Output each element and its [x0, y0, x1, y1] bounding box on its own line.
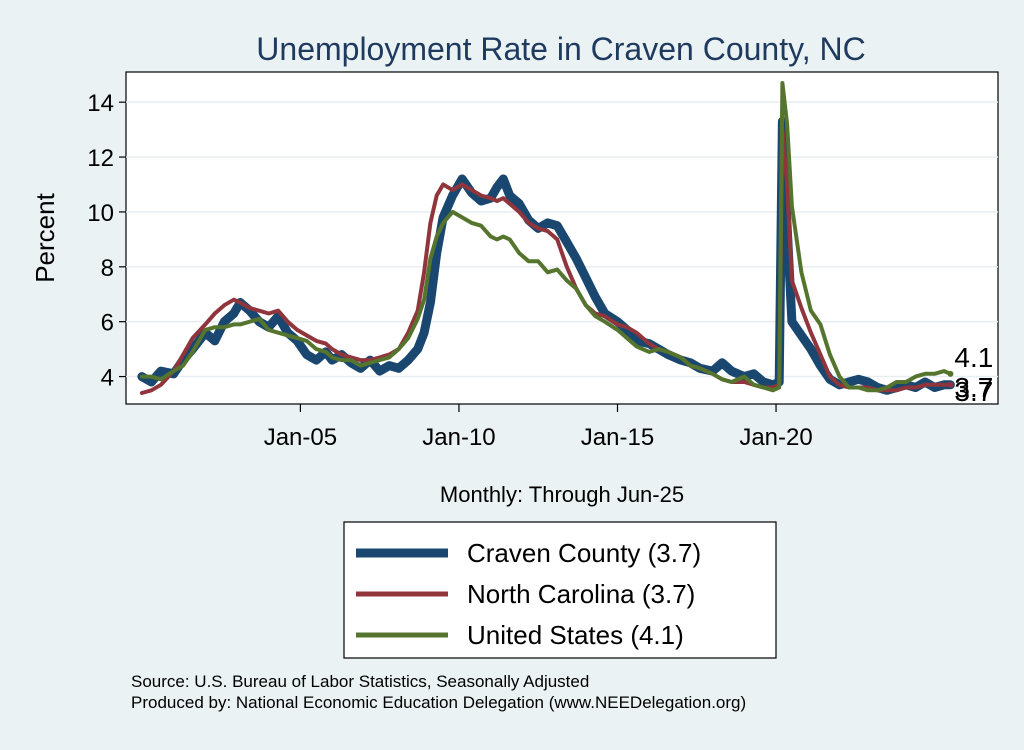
y-tick-label: 4 [101, 365, 114, 392]
y-tick-label: 10 [87, 200, 114, 227]
end-marker-1 [947, 381, 954, 388]
series-line-1 [139, 127, 953, 395]
legend-label-2: United States (4.1) [467, 620, 684, 650]
chart-title: Unemployment Rate in Craven County, NC [256, 31, 865, 67]
x-tick-label: Jan-20 [739, 424, 812, 451]
legend: Craven County (3.7) North Carolina (3.7) U… [343, 521, 777, 659]
x-axis-label: Monthly: Through Jun-25 [440, 482, 684, 507]
series-line-2 [139, 81, 953, 393]
produced-by-note: Produced by: National Economic Education… [131, 693, 747, 712]
x-tick-label: Jan-05 [264, 424, 337, 451]
x-tick-label: Jan-10 [422, 424, 495, 451]
end-label-1: 3.7 [954, 372, 993, 403]
legend-label-1: North Carolina (3.7) [467, 579, 695, 609]
axes: 4 6 8 10 12 14 Jan-05 Jan-10 Jan-15 Jan-20 [87, 90, 812, 451]
series [137, 81, 955, 395]
y-tick-label: 6 [101, 310, 114, 337]
end-labels: 3.73.74.1 [947, 342, 993, 407]
end-label-0: 3.7 [954, 376, 993, 407]
x-tick-label: Jan-15 [581, 424, 654, 451]
y-tick-label: 14 [87, 90, 114, 117]
footer: Source: U.S. Bureau of Labor Statistics,… [131, 671, 746, 713]
legend-label-0: Craven County (3.7) [467, 538, 701, 568]
end-label-2: 4.1 [954, 342, 993, 373]
y-tick-label: 8 [101, 255, 114, 282]
source-note: Source: U.S. Bureau of Labor Statistics,… [131, 672, 590, 691]
y-axis-label: Percent [30, 192, 60, 282]
end-marker-2 [947, 370, 954, 377]
y-tick-label: 12 [87, 145, 114, 172]
